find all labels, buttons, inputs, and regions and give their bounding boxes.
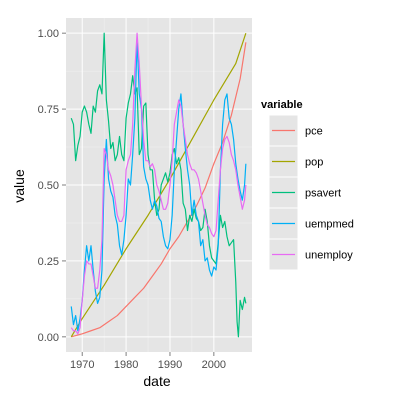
legend-key-psavert: psavert <box>268 176 341 209</box>
series-line-uempmed <box>70 38 247 332</box>
legend-key-pop: pop <box>268 145 323 178</box>
series-line-unemploy <box>70 32 247 335</box>
legend-key-pce: pce <box>268 114 323 147</box>
legend: variable pce pop psavert uempmed unemploy <box>261 99 354 271</box>
y-axis-title: value <box>11 169 27 203</box>
major-gridlines <box>66 18 252 352</box>
series-line-pce <box>71 42 247 338</box>
y-tick-label: 0.00 <box>38 332 59 344</box>
legend-label: pce <box>305 126 323 138</box>
y-tick-label: 0.25 <box>38 256 59 268</box>
y-tick-label: 0.50 <box>38 180 59 192</box>
y-tick-labels: 0.00 0.25 0.50 0.75 1.00 <box>38 28 59 344</box>
legend-keys: pce pop psavert uempmed unemploy <box>268 114 354 271</box>
legend-label: uempmed <box>305 219 354 231</box>
legend-label: pop <box>305 157 323 169</box>
axis-ticks <box>62 32 215 356</box>
legend-key-uempmed: uempmed <box>268 207 354 240</box>
x-axis-title: date <box>143 373 170 389</box>
y-tick-label: 1.00 <box>38 28 59 40</box>
legend-label: unemploy <box>305 250 353 262</box>
y-tick-label: 0.75 <box>38 104 59 116</box>
series-lines <box>70 32 247 338</box>
x-tick-label: 1990 <box>158 359 182 371</box>
series-line-pop <box>70 32 247 338</box>
x-tick-label: 2000 <box>202 359 226 371</box>
x-tick-labels: 1970 1980 1990 2000 <box>70 359 226 371</box>
legend-key-unemploy: unemploy <box>268 238 353 271</box>
legend-label: psavert <box>305 188 341 200</box>
x-tick-label: 1980 <box>114 359 138 371</box>
x-tick-label: 1970 <box>70 359 94 371</box>
legend-title: variable <box>261 99 303 111</box>
